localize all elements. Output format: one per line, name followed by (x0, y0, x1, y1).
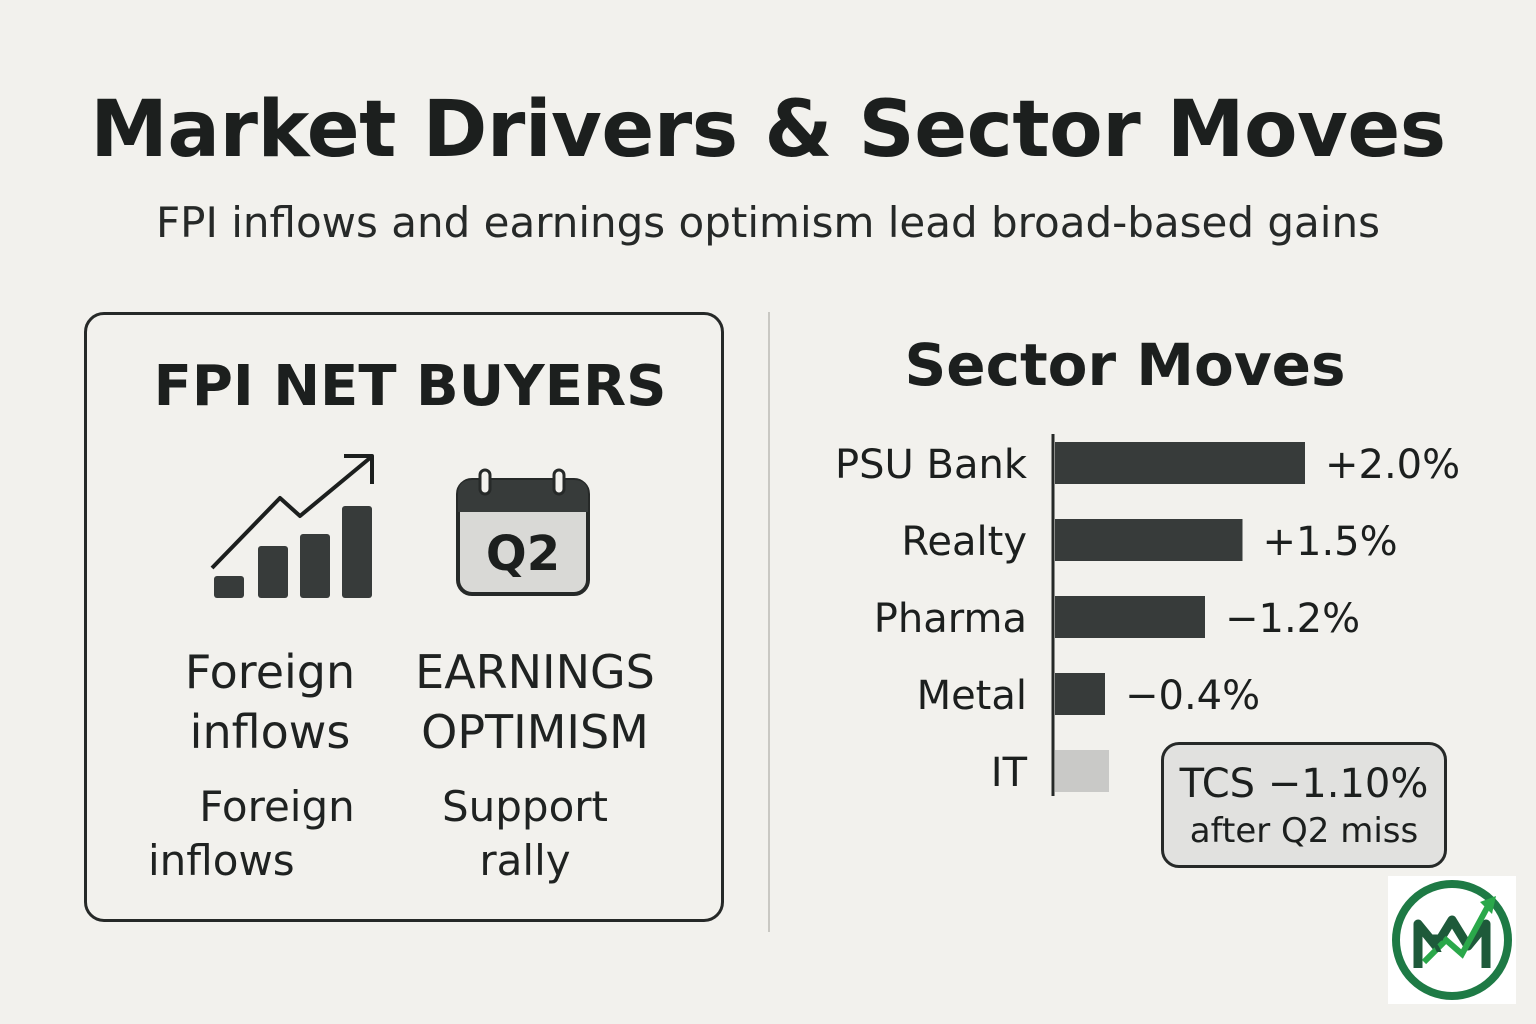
svg-text:₹: ₹ (1428, 930, 1445, 958)
value-label: +2.0% (1325, 442, 1460, 488)
calendar-label: Q2 (486, 526, 560, 582)
rupee-chart-logo-icon: ₹ (1392, 880, 1512, 1000)
support-rally-caption: Support rally (441, 782, 609, 885)
tcs-note-line1: TCS −1.10% (1179, 761, 1429, 807)
earnings-optimism-heading: EARNINGS OPTIMISM (415, 645, 655, 759)
category-label: Metal (917, 673, 1027, 719)
bar (1055, 750, 1109, 792)
bar (1055, 596, 1205, 638)
brand-logo: ₹ (1388, 876, 1516, 1004)
sector-bar-chart: PSU Bank +2.0% Realty +1.5% Pharma −1.2% Metal… (835, 434, 1460, 796)
value-label: −1.2% (1225, 596, 1360, 642)
category-label: PSU Bank (835, 442, 1028, 488)
tcs-note-line2: after Q2 miss (1189, 811, 1419, 851)
fpi-card-title: FPI NET BUYERS (153, 354, 667, 419)
page-subtitle: FPI inflows and earnings optimism lead b… (156, 198, 1380, 247)
bar (1055, 442, 1305, 484)
bar (1055, 519, 1243, 561)
foreign-inflows-caption: Foreign inflows (148, 782, 355, 885)
bar (1055, 673, 1105, 715)
category-label: Pharma (874, 596, 1027, 642)
section-divider (768, 312, 770, 932)
category-label: IT (991, 750, 1028, 796)
bar-growth-icon (210, 454, 374, 598)
foreign-inflows-heading: Foreign inflows (184, 645, 356, 759)
fpi-card (84, 312, 724, 922)
value-label: −0.4% (1125, 673, 1260, 719)
tcs-note-box: TCS −1.10% after Q2 miss (1161, 742, 1447, 868)
chart-title: Sector Moves (904, 331, 1346, 399)
category-label: Realty (901, 519, 1027, 565)
page-title: Market Drivers & Sector Moves (90, 85, 1446, 175)
calendar-icon: Q2 (456, 468, 590, 596)
value-label: +1.5% (1263, 519, 1398, 565)
